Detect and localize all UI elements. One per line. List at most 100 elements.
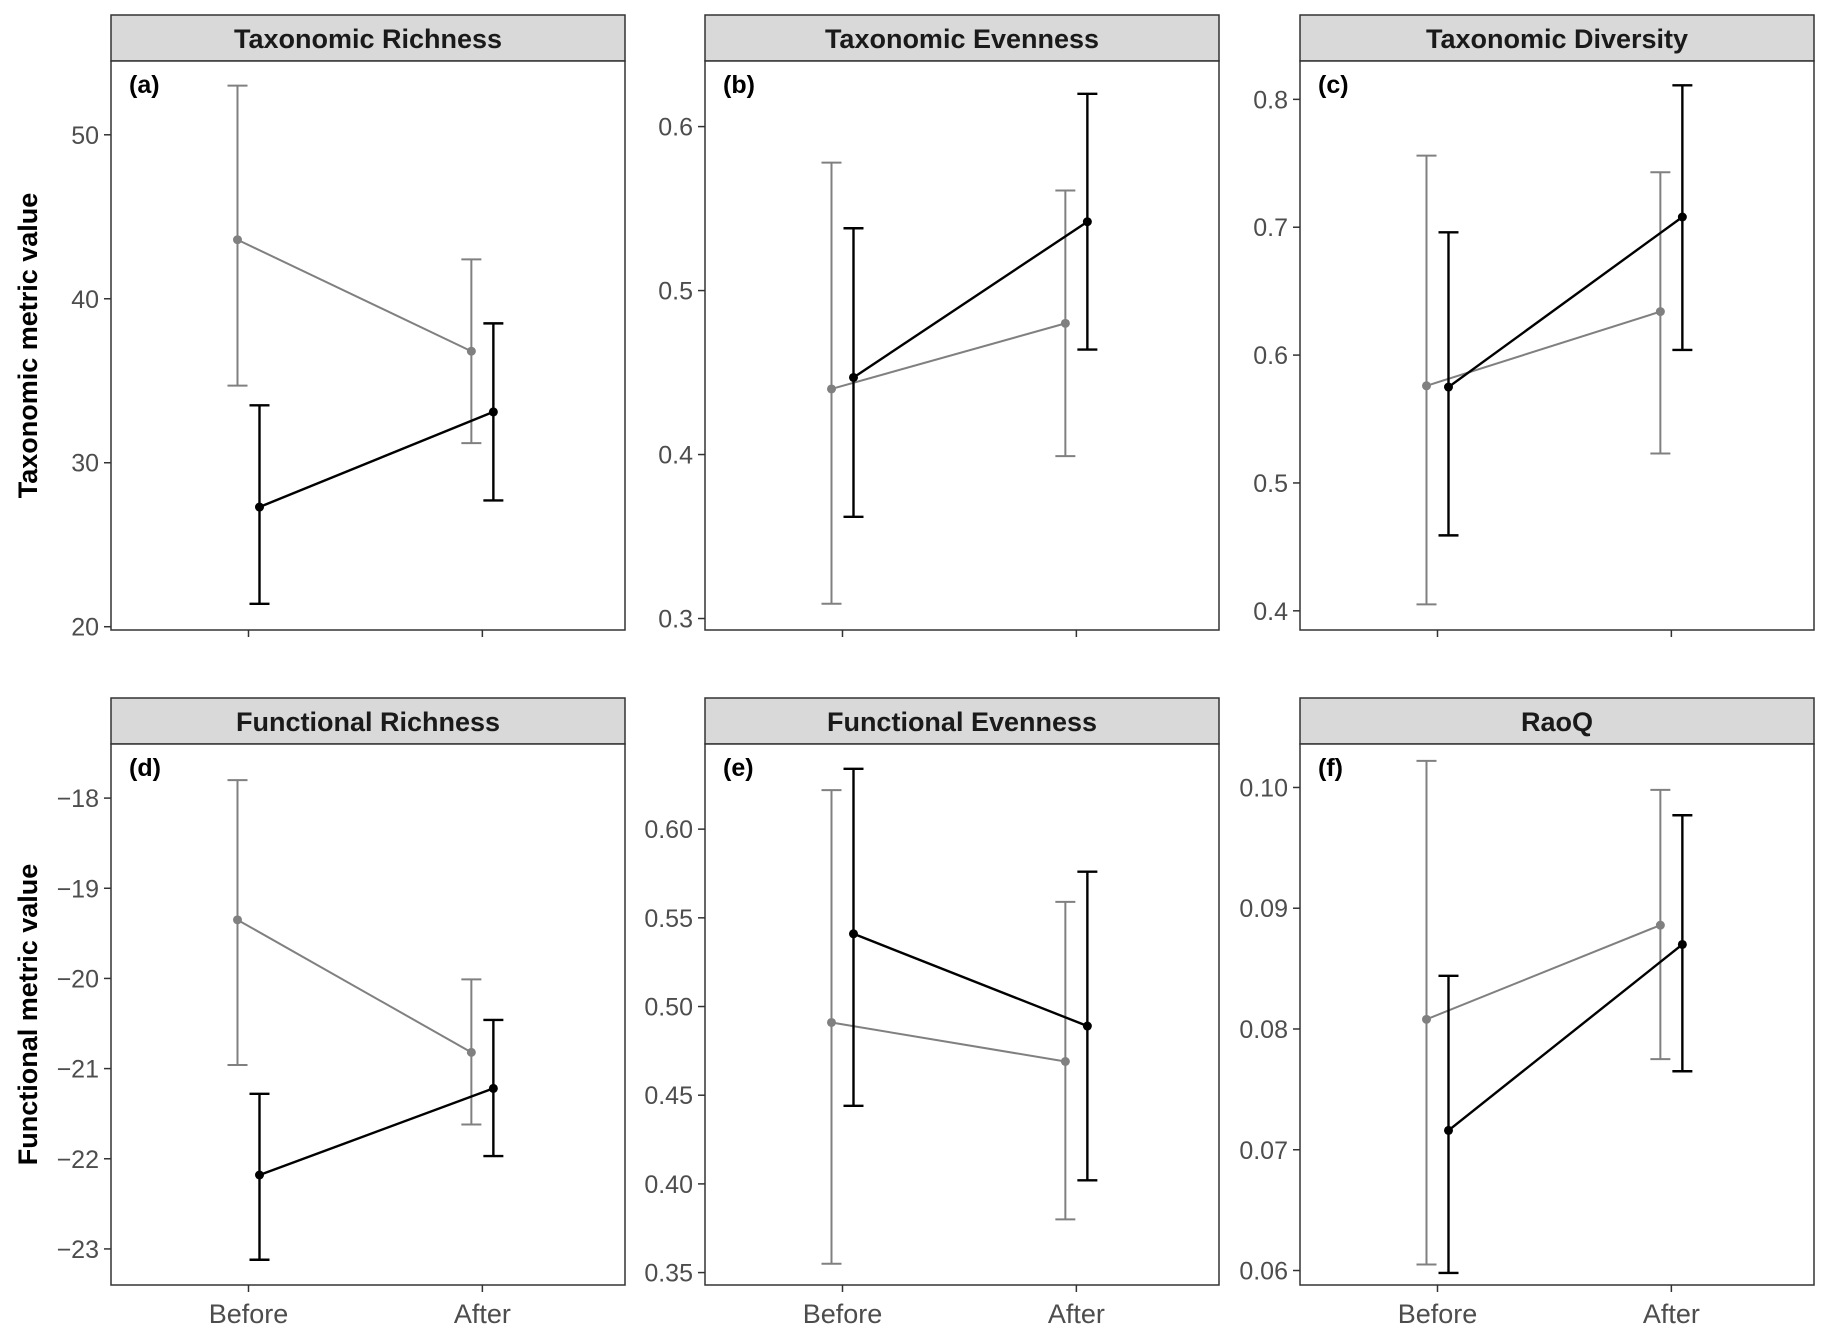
series-line bbox=[853, 932, 1088, 1028]
panel-functional-evenness: Functional Evenness 0.35 0.40 0.45 0.50 0.55 0… bbox=[644, 697, 1220, 1329]
data-point bbox=[232, 235, 242, 245]
facet-strip bbox=[110, 14, 626, 62]
y-tick-label: 20 bbox=[71, 614, 99, 642]
plot-area bbox=[1299, 60, 1815, 631]
series-line bbox=[259, 1087, 494, 1177]
data-point bbox=[254, 1170, 264, 1180]
y-tick-label: 0.35 bbox=[644, 1260, 693, 1288]
facet-strip bbox=[1299, 14, 1815, 62]
panel-tag: (a) bbox=[129, 71, 160, 99]
series-line bbox=[1447, 943, 1684, 1132]
y-tick-label: −19 bbox=[57, 875, 99, 903]
plot-area bbox=[110, 743, 626, 1286]
panel-tag: (d) bbox=[129, 754, 161, 782]
series-line bbox=[852, 220, 1089, 379]
data-point bbox=[826, 1017, 836, 1027]
y-tick-label: −18 bbox=[57, 785, 99, 813]
panel-raoq: RaoQ 0.06 0.07 0.08 0.09 0.10 Before After (f) bbox=[1239, 697, 1815, 1329]
x-tick-label-before: Before bbox=[803, 1299, 883, 1329]
series-grey bbox=[227, 84, 482, 445]
panel-tag: (f) bbox=[1318, 754, 1343, 782]
y-tick-label: 0.07 bbox=[1239, 1137, 1288, 1165]
plot-area bbox=[110, 60, 626, 631]
data-point bbox=[1421, 1014, 1431, 1024]
data-point bbox=[1443, 1125, 1453, 1135]
y-tick-label: 50 bbox=[71, 122, 99, 150]
series-black bbox=[1438, 814, 1693, 1275]
x-tick-label-before: Before bbox=[209, 1299, 289, 1329]
data-point bbox=[1060, 1057, 1070, 1067]
facet-title: Taxonomic Diversity bbox=[1426, 24, 1688, 54]
plot-area bbox=[1299, 743, 1815, 1286]
series-black bbox=[843, 767, 1098, 1182]
series-line bbox=[831, 1021, 1066, 1063]
panel-functional-richness: Functional Richness −23 −22 −21 −20 −19 −18 Bef… bbox=[13, 697, 626, 1329]
data-point bbox=[1677, 939, 1687, 949]
facet-strip bbox=[1299, 697, 1815, 745]
y-tick-label: 0.6 bbox=[658, 114, 693, 142]
x-tick-label-after: After bbox=[454, 1299, 511, 1329]
y-tick-label: 0.08 bbox=[1239, 1016, 1288, 1044]
y-axis-title: Functional metric value bbox=[13, 864, 43, 1166]
y-tick-label: 0.7 bbox=[1253, 214, 1288, 242]
y-tick-label: 0.5 bbox=[658, 278, 693, 306]
series-grey bbox=[821, 789, 1076, 1265]
series-line bbox=[237, 918, 472, 1054]
y-axis-title: Taxonomic metric value bbox=[13, 193, 43, 499]
y-tick-label: −22 bbox=[57, 1146, 99, 1174]
y-tick-label: 40 bbox=[71, 286, 99, 314]
series-grey bbox=[227, 779, 482, 1126]
y-tick-label: 0.55 bbox=[644, 905, 693, 933]
y-tick-label: 0.4 bbox=[1253, 598, 1288, 626]
y-tick-label: 30 bbox=[71, 450, 99, 478]
data-point bbox=[1421, 381, 1431, 391]
data-point bbox=[1082, 217, 1092, 227]
data-point bbox=[848, 929, 858, 939]
data-point bbox=[466, 346, 476, 356]
series-line bbox=[237, 238, 472, 353]
series-line bbox=[259, 410, 494, 509]
y-tick-label: −21 bbox=[57, 1056, 99, 1084]
data-point bbox=[826, 384, 836, 394]
facet-strip bbox=[704, 14, 1220, 62]
x-tick-label-before: Before bbox=[1398, 1299, 1478, 1329]
data-point bbox=[1082, 1021, 1092, 1031]
series-grey bbox=[821, 161, 1076, 605]
series-grey bbox=[1416, 759, 1671, 1266]
facet-strip bbox=[110, 697, 626, 745]
facet-title: Functional Evenness bbox=[827, 707, 1097, 737]
data-point bbox=[232, 915, 242, 925]
series-black bbox=[1438, 84, 1693, 537]
panel-taxonomic-diversity: Taxonomic Diversity 0.4 0.5 0.6 0.7 0.8 (c) bbox=[1253, 14, 1815, 637]
y-tick-label: 0.45 bbox=[644, 1082, 693, 1110]
data-point bbox=[1443, 382, 1453, 392]
data-point bbox=[466, 1047, 476, 1057]
panel-tag: (c) bbox=[1318, 71, 1349, 99]
x-tick-label-after: After bbox=[1048, 1299, 1105, 1329]
y-tick-label: 0.4 bbox=[658, 442, 693, 470]
plot-area bbox=[704, 743, 1220, 1286]
data-point bbox=[1655, 920, 1665, 930]
data-point bbox=[254, 502, 264, 512]
x-tick-label-after: After bbox=[1643, 1299, 1700, 1329]
y-tick-label: −23 bbox=[57, 1236, 99, 1264]
facet-title: Taxonomic Evenness bbox=[825, 24, 1099, 54]
y-tick-label: 0.40 bbox=[644, 1171, 693, 1199]
y-tick-label: 0.6 bbox=[1253, 342, 1288, 370]
y-tick-label: 0.60 bbox=[644, 816, 693, 844]
y-tick-label: 0.09 bbox=[1239, 895, 1288, 923]
data-point bbox=[1060, 318, 1070, 328]
data-point bbox=[1677, 212, 1687, 222]
facet-title: Taxonomic Richness bbox=[234, 24, 502, 54]
series-black bbox=[249, 1018, 504, 1261]
y-tick-label: 0.50 bbox=[644, 994, 693, 1022]
facet-strip bbox=[704, 697, 1220, 745]
data-point bbox=[1655, 307, 1665, 317]
y-tick-label: 0.3 bbox=[658, 606, 693, 634]
panel-tag: (b) bbox=[723, 71, 755, 99]
series-line bbox=[1447, 216, 1684, 389]
series-line bbox=[831, 322, 1066, 390]
data-point bbox=[488, 1083, 498, 1093]
panel-taxonomic-richness: Taxonomic Richness 20 30 40 50 (a) Taxonomic m… bbox=[13, 14, 626, 642]
